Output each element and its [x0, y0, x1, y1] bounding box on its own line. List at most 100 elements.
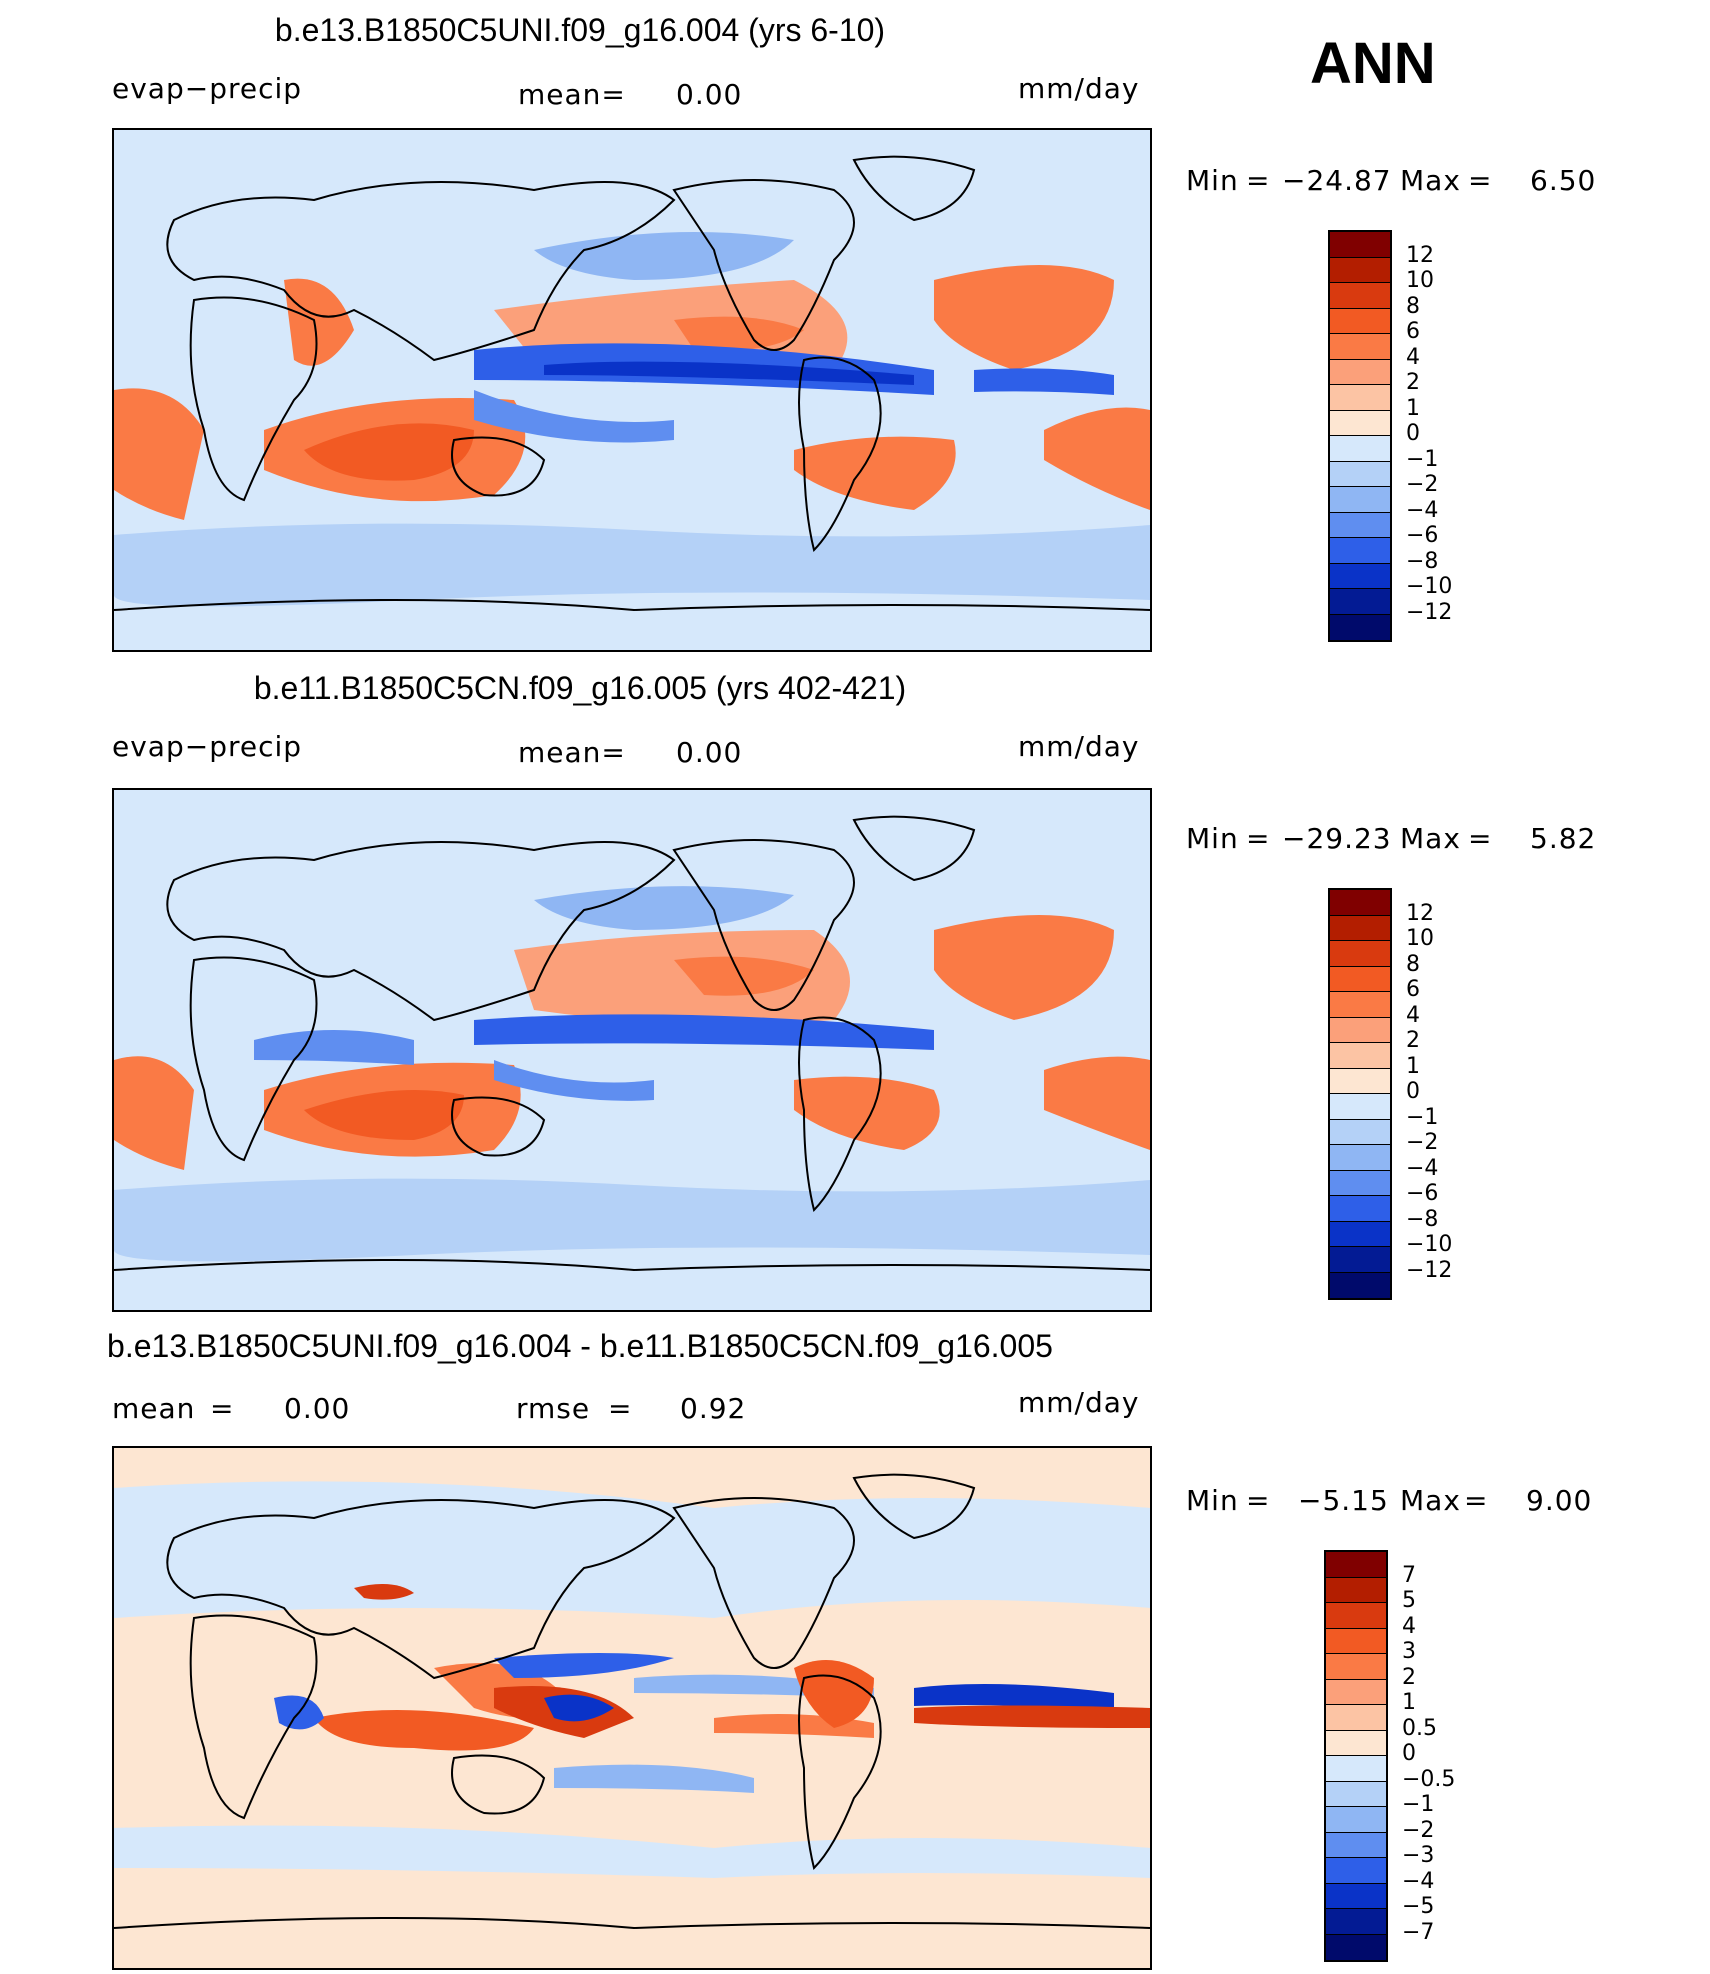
panel-2-max-eq: =: [1468, 822, 1493, 855]
colorbar-segment: [1330, 890, 1390, 916]
colorbar-tick-label: 8: [1406, 293, 1420, 319]
colorbar-segment: [1326, 1832, 1386, 1858]
colorbar-segment: [1326, 1730, 1386, 1756]
colorbar-tick-label: −2: [1406, 1130, 1439, 1155]
colorbar-segment: [1330, 1119, 1390, 1145]
colorbar-segment: [1326, 1934, 1386, 1960]
colorbar-segment: [1330, 589, 1390, 615]
panel-1-variable: evap−precip: [112, 72, 303, 105]
colorbar-segment: [1330, 334, 1390, 360]
colorbar-segment: [1330, 512, 1390, 538]
colorbar-tick-label: −2: [1402, 1817, 1435, 1843]
panel-3-units: mm/day: [1018, 1386, 1140, 1419]
colorbar-segment: [1326, 1781, 1386, 1807]
colorbar-segment: [1326, 1654, 1386, 1680]
panel-1-max-value: 6.50: [1530, 164, 1597, 197]
colorbar-tick-label: −12: [1406, 1257, 1453, 1283]
colorbar-tick-label: 2: [1402, 1664, 1416, 1690]
colorbar-segment: [1326, 1552, 1386, 1578]
panel-3-mean-label: mean: [112, 1392, 196, 1425]
colorbar-segment: [1330, 614, 1390, 640]
colorbar-segment: [1326, 1679, 1386, 1705]
colorbar-tick-label: 7: [1402, 1562, 1416, 1588]
colorbar-tick-label: −5: [1402, 1894, 1435, 1919]
colorbar-tick-label: −10: [1406, 1232, 1453, 1257]
panel-1-min-value: −24.87: [1282, 164, 1392, 197]
panel-3-mean-value: 0.00: [284, 1392, 351, 1425]
colorbar-tick-label: 6: [1406, 977, 1420, 1002]
colorbar-tick-label: −6: [1406, 523, 1439, 548]
colorbar-segment: [1330, 1247, 1390, 1273]
colorbar-tick-label: 4: [1406, 344, 1420, 370]
colorbar-tick-label: −0.5: [1402, 1766, 1456, 1792]
panel-1-min-label: Min: [1186, 164, 1239, 197]
colorbar-tick-label: −1: [1402, 1792, 1435, 1817]
colorbar-tick-label: 4: [1406, 1002, 1420, 1028]
colorbar-tick-label: 1: [1406, 1053, 1420, 1079]
panel-2-field: [114, 790, 1150, 1310]
colorbar-segment: [1330, 966, 1390, 992]
colorbar-segment: [1330, 436, 1390, 462]
panel-2-min-value: −29.23: [1282, 822, 1392, 855]
colorbar-segment: [1330, 487, 1390, 513]
colorbar-tick-label: −4: [1406, 497, 1439, 523]
colorbar-tick-label: 4: [1402, 1613, 1416, 1639]
panel-2-min-eq: =: [1246, 822, 1271, 855]
colorbar-tick-label: 0: [1402, 1741, 1416, 1766]
colorbar-tick-label: 10: [1406, 926, 1434, 951]
colorbar-tick-label: −8: [1406, 548, 1439, 574]
colorbar-segment: [1326, 1807, 1386, 1833]
colorbar-tick-label: 0: [1406, 421, 1420, 446]
colorbar-segment: [1326, 1705, 1386, 1731]
panel-2-colorbar: [1328, 888, 1392, 1300]
panel-3-max-label: Max: [1400, 1484, 1461, 1517]
panel-2-map: [112, 788, 1152, 1312]
colorbar-tick-label: −8: [1406, 1206, 1439, 1232]
colorbar-segment: [1330, 1017, 1390, 1043]
panel-1-min-eq: =: [1246, 164, 1271, 197]
colorbar-tick-label: 3: [1402, 1639, 1416, 1664]
colorbar-segment: [1330, 257, 1390, 283]
colorbar-tick-label: −2: [1406, 472, 1439, 497]
colorbar-segment: [1330, 410, 1390, 436]
colorbar-segment: [1330, 232, 1390, 258]
colorbar-segment: [1330, 992, 1390, 1018]
colorbar-segment: [1330, 1272, 1390, 1298]
colorbar-tick-label: 8: [1406, 951, 1420, 977]
colorbar-tick-label: −6: [1406, 1181, 1439, 1206]
colorbar-tick-label: −10: [1406, 574, 1453, 599]
colorbar-tick-label: 2: [1406, 370, 1420, 395]
panel-2-mean-label: mean=: [518, 736, 626, 769]
season-label: ANN: [1310, 31, 1436, 96]
colorbar-segment: [1330, 563, 1390, 589]
panel-2-units: mm/day: [1018, 730, 1140, 763]
colorbar-tick-label: 12: [1406, 900, 1434, 926]
panel-3-mean-eq: =: [210, 1392, 235, 1425]
panel-3-colorbar: [1324, 1550, 1388, 1962]
colorbar-segment: [1326, 1883, 1386, 1909]
colorbar-tick-label: 6: [1406, 319, 1420, 344]
colorbar-segment: [1326, 1756, 1386, 1782]
panel-3-map: [112, 1446, 1152, 1970]
colorbar-segment: [1330, 1221, 1390, 1247]
panel-1-field: [114, 130, 1150, 650]
panel-3-rmse-label: rmse: [516, 1392, 591, 1425]
colorbar-segment: [1330, 915, 1390, 941]
colorbar-tick-label: 12: [1406, 242, 1434, 268]
panel-3-title: b.e13.B1850C5UNI.f09_g16.004 - b.e11.B18…: [107, 1328, 1053, 1364]
panel-1-map: [112, 128, 1152, 652]
panel-3-min-label: Min: [1186, 1484, 1239, 1517]
colorbar-segment: [1330, 461, 1390, 487]
colorbar-segment: [1330, 1196, 1390, 1222]
colorbar-tick-label: −4: [1406, 1155, 1439, 1181]
panel-2-mean-value: 0.00: [676, 736, 743, 769]
colorbar-segment: [1330, 1043, 1390, 1069]
colorbar-tick-label: −1: [1406, 1104, 1439, 1130]
panel-3-min-value: −5.15: [1298, 1484, 1389, 1517]
panel-2-variable: evap−precip: [112, 730, 303, 763]
colorbar-segment: [1330, 1145, 1390, 1171]
colorbar-segment: [1330, 385, 1390, 411]
colorbar-segment: [1326, 1858, 1386, 1884]
colorbar-segment: [1330, 1170, 1390, 1196]
colorbar-segment: [1330, 1094, 1390, 1120]
